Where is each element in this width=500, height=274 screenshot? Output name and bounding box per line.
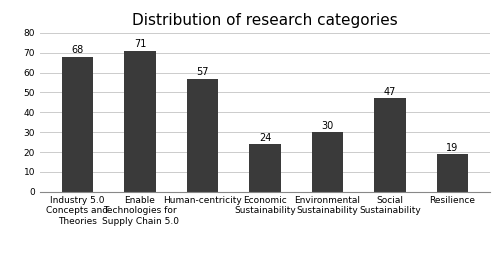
Bar [312,132,343,192]
Text: 24: 24 [259,133,271,143]
Bar [250,144,280,192]
Text: 30: 30 [322,121,334,131]
Bar [124,51,156,192]
Title: Distribution of research categories: Distribution of research categories [132,13,398,28]
Bar [374,98,406,192]
Text: 47: 47 [384,87,396,97]
Text: 19: 19 [446,143,458,153]
Bar [437,154,468,192]
Text: 68: 68 [72,45,84,55]
Text: 57: 57 [196,67,209,77]
Text: 71: 71 [134,39,146,49]
Bar [62,57,93,192]
Bar [187,79,218,192]
